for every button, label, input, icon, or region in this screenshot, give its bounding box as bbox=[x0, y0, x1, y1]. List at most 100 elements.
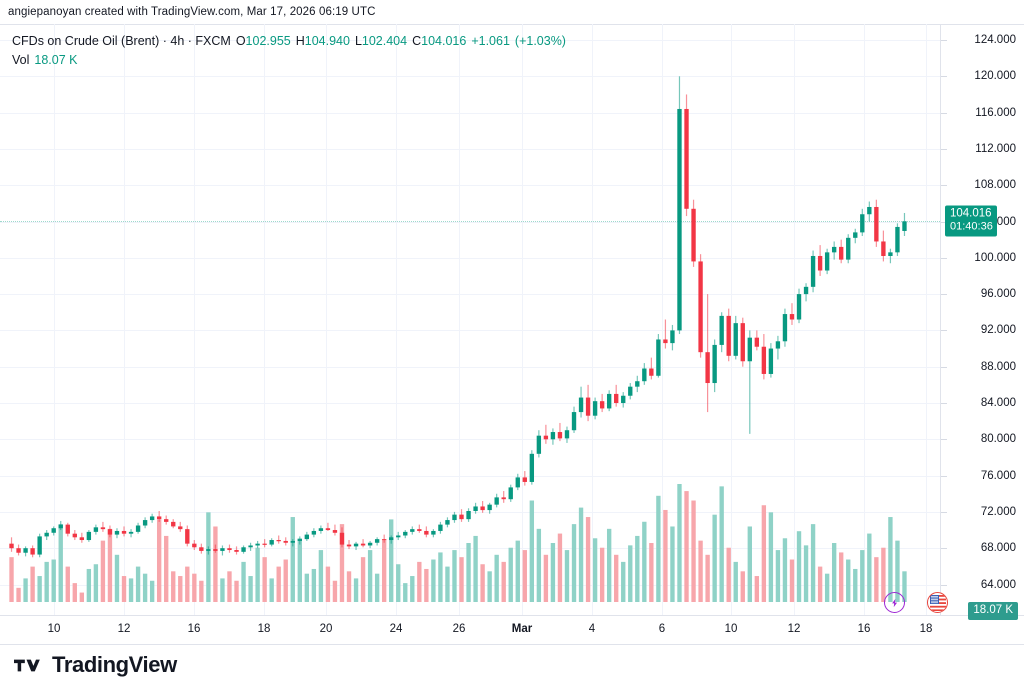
volume-bar bbox=[283, 559, 288, 602]
price-axis[interactable]: 124.000 120.000 116.000 112.000 108.000 104.0… bbox=[941, 24, 1024, 615]
volume-bar bbox=[149, 580, 155, 602]
candle-body bbox=[353, 543, 359, 547]
candle-body bbox=[149, 516, 155, 521]
price-tick-dash bbox=[941, 330, 947, 332]
candle-body bbox=[255, 543, 260, 546]
candle-wick bbox=[327, 522, 329, 531]
time-gridline bbox=[54, 24, 55, 615]
volume-bar bbox=[178, 576, 183, 602]
time-axis-tick: 18 bbox=[257, 623, 271, 635]
time-axis[interactable]: 10 12 16 18 20 24 26 Mar 4 6 10 12 16 18 bbox=[0, 616, 940, 644]
candle-body bbox=[30, 548, 35, 555]
candle-body bbox=[529, 453, 535, 482]
candle-body bbox=[290, 540, 295, 543]
candle-body bbox=[824, 252, 830, 271]
volume-bar bbox=[606, 528, 612, 602]
time-gridline bbox=[194, 24, 195, 615]
volume-bar bbox=[466, 543, 471, 602]
price-tick-dash bbox=[941, 475, 947, 477]
legend-symbol[interactable]: CFDs on Crude Oil (Brent) bbox=[12, 34, 160, 48]
candle-wick bbox=[362, 539, 364, 548]
candle-body bbox=[902, 221, 907, 231]
volume-bar bbox=[895, 540, 900, 602]
chart-legend: CFDs on Crude Oil (Brent) · 4h · FXCM O10… bbox=[12, 34, 566, 67]
candle-body bbox=[459, 514, 464, 520]
volume-bar bbox=[817, 566, 823, 602]
time-axis-tick: 24 bbox=[389, 623, 403, 635]
us-flag-icon[interactable] bbox=[927, 592, 948, 613]
volume-bar bbox=[318, 550, 324, 602]
volume-bar bbox=[339, 524, 345, 602]
price-gridline bbox=[0, 475, 940, 477]
volume-bar bbox=[234, 580, 239, 602]
price-axis-tick: 100.000 bbox=[974, 251, 1016, 264]
candle-body bbox=[740, 323, 745, 362]
volume-bar bbox=[810, 524, 816, 602]
legend-high-value: 104.940 bbox=[304, 34, 350, 48]
candle-body bbox=[698, 261, 703, 353]
candle-body bbox=[9, 543, 14, 549]
candle-body bbox=[156, 516, 162, 520]
volume-bar bbox=[635, 535, 640, 602]
candle-body bbox=[881, 241, 886, 256]
time-gridline bbox=[459, 24, 460, 615]
lightning-bolt-icon[interactable] bbox=[884, 592, 905, 613]
candle-body bbox=[213, 549, 218, 551]
volume-bar bbox=[839, 552, 844, 602]
volume-bar bbox=[206, 512, 211, 602]
candle-body bbox=[789, 314, 795, 320]
price-axis-tick: 92.000 bbox=[980, 324, 1016, 337]
volume-bar bbox=[213, 526, 218, 602]
volume-bar bbox=[459, 557, 464, 602]
volume-bar bbox=[304, 573, 310, 602]
price-gridline bbox=[0, 403, 940, 404]
volume-bar bbox=[37, 576, 42, 602]
volume-bar bbox=[220, 578, 225, 602]
price-axis-tick: 124.000 bbox=[974, 34, 1016, 46]
volume-bar bbox=[536, 528, 542, 602]
volume-bar bbox=[522, 550, 527, 602]
candle-body bbox=[346, 544, 352, 547]
chart-plot-area[interactable] bbox=[0, 24, 940, 615]
volume-bar bbox=[726, 547, 731, 602]
price-tick-dash bbox=[941, 112, 947, 114]
volume-bar bbox=[796, 531, 802, 602]
candle-body bbox=[585, 397, 591, 416]
candle-body bbox=[417, 529, 422, 531]
volume-bar bbox=[691, 500, 696, 602]
candle-wick bbox=[664, 319, 667, 349]
candle-body bbox=[578, 397, 584, 413]
candle-body bbox=[79, 537, 85, 541]
candle-body bbox=[635, 381, 640, 387]
attribution-text: angiepanoyan created with TradingView.co… bbox=[8, 6, 376, 18]
current-price-value: 104.016 bbox=[950, 207, 992, 220]
price-tick-dash bbox=[941, 366, 947, 368]
current-price-badge[interactable]: 104.016 01:40:36 bbox=[945, 205, 997, 237]
volume-bar bbox=[128, 578, 134, 602]
volume-badge[interactable]: 18.07 K bbox=[968, 602, 1018, 620]
price-tick-dash bbox=[941, 548, 947, 550]
candle-body bbox=[367, 542, 373, 546]
volume-bar bbox=[515, 540, 520, 602]
volume-bar bbox=[824, 573, 830, 602]
time-gridline bbox=[264, 24, 265, 615]
volume-bar bbox=[241, 561, 246, 602]
volume-bar bbox=[346, 571, 352, 602]
candlestick-series bbox=[9, 76, 907, 602]
candle-body bbox=[304, 534, 310, 540]
candle-body bbox=[515, 477, 520, 488]
candle-body bbox=[178, 526, 183, 530]
footer-branding: TradingView bbox=[14, 652, 177, 678]
chart-corner-icons bbox=[884, 592, 948, 613]
candle-body bbox=[712, 344, 717, 384]
legend-interval[interactable]: 4h bbox=[170, 34, 185, 48]
volume-bar bbox=[621, 561, 626, 602]
legend-high-label: H bbox=[295, 34, 305, 48]
volume-bar bbox=[114, 554, 120, 602]
volume-bar bbox=[9, 557, 14, 602]
volume-bar bbox=[860, 550, 865, 602]
volume-bar bbox=[290, 517, 295, 602]
candle-body bbox=[171, 521, 176, 527]
time-gridline bbox=[124, 24, 125, 615]
candle-body bbox=[670, 330, 675, 344]
